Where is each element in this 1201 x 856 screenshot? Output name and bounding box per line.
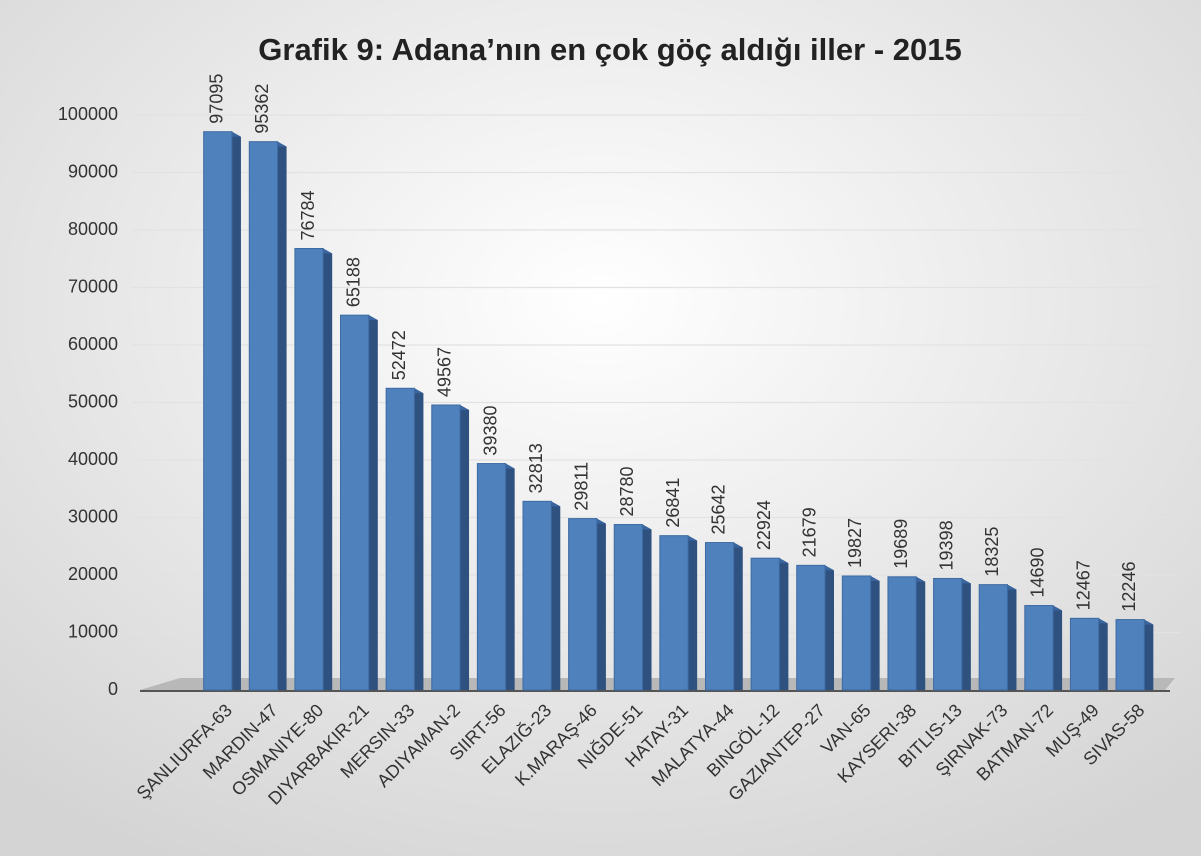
bar	[750, 557, 780, 691]
value-label: 26841	[663, 478, 683, 528]
value-label: 19827	[845, 518, 865, 568]
bar	[1024, 605, 1054, 691]
bar	[1069, 617, 1100, 691]
bar	[704, 542, 735, 691]
bar-side	[961, 578, 971, 690]
bar-side	[1053, 605, 1063, 690]
y-tick-label: 30000	[68, 506, 118, 526]
bar	[933, 577, 963, 691]
value-label: 95362	[252, 84, 272, 134]
y-tick-label: 40000	[68, 449, 118, 469]
bar	[248, 141, 279, 691]
bar-side	[779, 558, 789, 690]
bar-side	[460, 404, 470, 690]
bar	[568, 518, 598, 691]
bar-side	[551, 501, 561, 690]
value-label: 14690	[1028, 547, 1048, 597]
value-label: 12246	[1119, 562, 1139, 612]
y-tick-label: 50000	[68, 391, 118, 411]
bar	[522, 500, 552, 691]
bar	[841, 575, 872, 691]
y-tick-label: 80000	[68, 219, 118, 239]
bar	[1115, 619, 1145, 691]
bar	[796, 564, 826, 691]
value-label: 65188	[343, 257, 363, 307]
value-label: 28780	[617, 466, 637, 516]
bar	[294, 247, 324, 691]
bar-side	[1144, 619, 1154, 690]
value-label: 39380	[480, 406, 500, 456]
bar-side	[323, 248, 333, 690]
bar-side	[688, 535, 698, 690]
value-label: 25642	[708, 484, 728, 534]
value-label: 52472	[389, 330, 409, 380]
bar-side	[1007, 584, 1017, 690]
bar	[659, 535, 689, 691]
bar-side	[870, 575, 880, 690]
value-label: 12467	[1073, 560, 1093, 610]
bar	[203, 131, 233, 691]
y-tick-label: 70000	[68, 276, 118, 296]
value-label: 21679	[800, 507, 820, 557]
bar-side	[824, 565, 834, 690]
value-label: 76784	[298, 190, 318, 240]
y-tick-label: 60000	[68, 334, 118, 354]
chart-title: Grafik 9: Adana’nın en çok göç aldığı il…	[258, 32, 961, 67]
bar-side	[414, 388, 424, 690]
y-tick-label: 100000	[58, 104, 118, 124]
value-label: 97095	[207, 74, 227, 124]
y-tick-label: 0	[108, 679, 118, 699]
value-label: 49567	[435, 347, 455, 397]
bar-side	[1098, 618, 1108, 690]
bar-side	[368, 315, 378, 690]
bar-side	[596, 518, 606, 690]
bar-side	[916, 576, 926, 690]
bar	[978, 584, 1008, 691]
value-label: 22924	[754, 500, 774, 550]
bar	[613, 524, 644, 691]
bar	[887, 576, 917, 691]
value-label: 32813	[526, 443, 546, 493]
bar	[431, 404, 461, 691]
bar-side	[642, 524, 652, 690]
bar	[385, 387, 415, 691]
y-tick-label: 20000	[68, 564, 118, 584]
bar-side	[277, 141, 287, 690]
bar	[476, 463, 507, 691]
value-label: 18325	[982, 527, 1002, 577]
value-label: 29811	[572, 462, 592, 511]
bar-side	[505, 463, 515, 690]
y-tick-label: 10000	[68, 621, 118, 641]
bar	[340, 314, 370, 691]
y-tick-label: 90000	[68, 161, 118, 181]
bar-side	[231, 131, 241, 691]
value-label: 19398	[936, 520, 956, 570]
value-label: 19689	[891, 519, 911, 569]
bar-side	[733, 542, 743, 690]
